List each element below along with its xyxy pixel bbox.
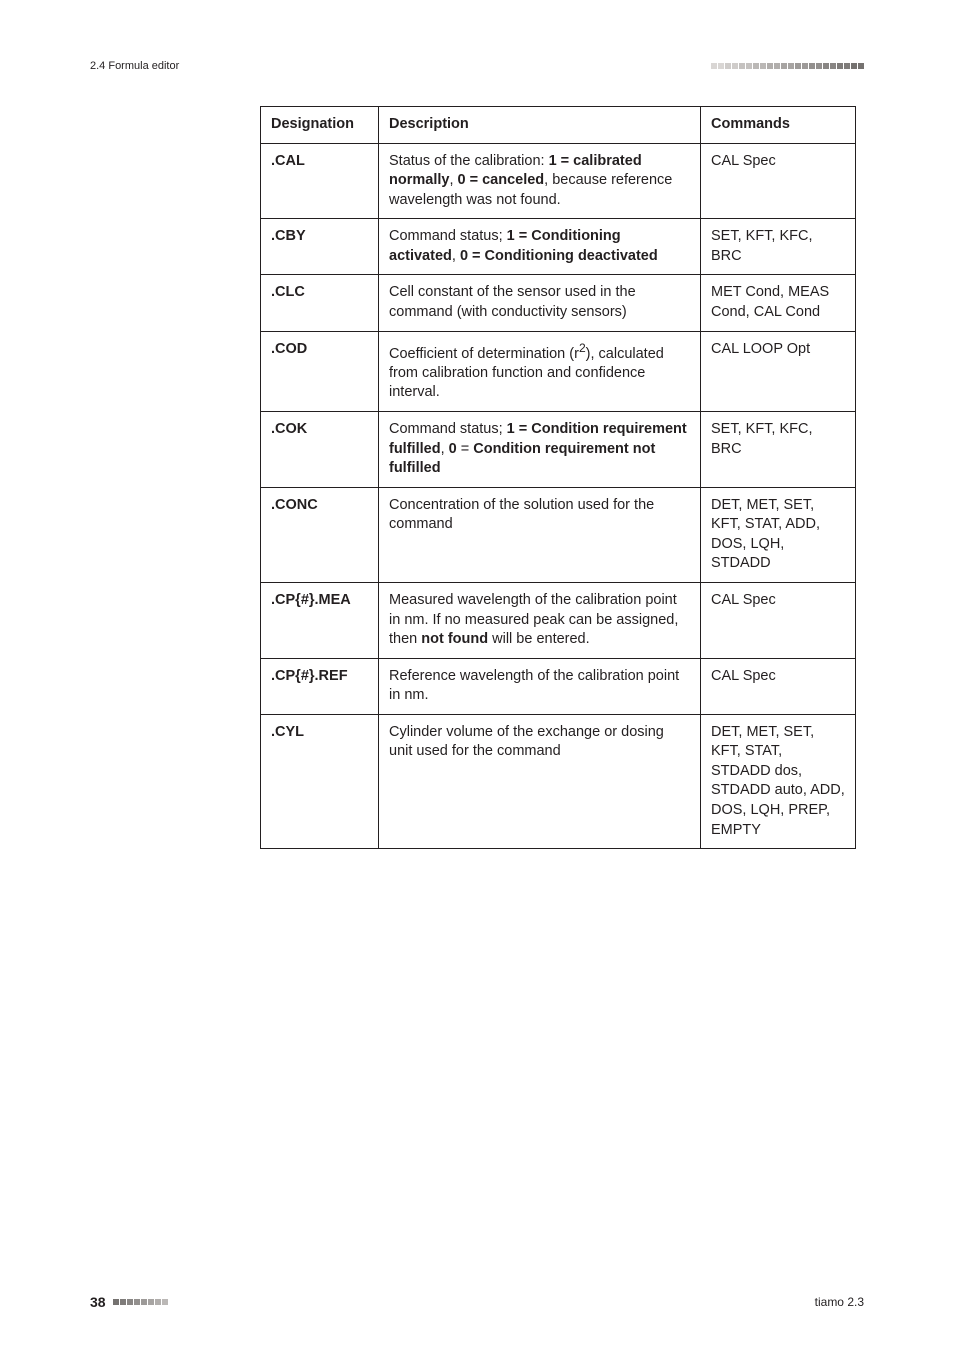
decor-square — [162, 1299, 168, 1305]
decor-square — [753, 63, 759, 69]
cell-commands: SET, KFT, KFC, BRC — [701, 219, 856, 275]
cell-commands: DET, MET, SET, KFT, STAT, STDADD dos, ST… — [701, 714, 856, 848]
decor-square — [141, 1299, 147, 1305]
decor-square — [851, 63, 857, 69]
footer-squares — [112, 1299, 168, 1305]
decor-square — [837, 63, 843, 69]
decor-square — [788, 63, 794, 69]
decor-square — [858, 63, 864, 69]
cell-designation: .COD — [261, 331, 379, 412]
decor-square — [134, 1299, 140, 1305]
footer-product: tiamo 2.3 — [815, 1295, 864, 1309]
col-header-commands: Commands — [701, 107, 856, 144]
col-header-designation: Designation — [261, 107, 379, 144]
decor-square — [781, 63, 787, 69]
cell-description: Command status; 1 = Conditioning activat… — [379, 219, 701, 275]
cell-description: Coefficient of determination (r2), calcu… — [379, 331, 701, 412]
cell-description: Reference wavelength of the calibration … — [379, 658, 701, 714]
table-row: .CP{#}.REFReference wavelength of the ca… — [261, 658, 856, 714]
cell-description: Status of the calibration: 1 = calibrate… — [379, 143, 701, 219]
table-row: .CP{#}.MEAMeasured wavelength of the cal… — [261, 582, 856, 658]
cell-commands: CAL Spec — [701, 658, 856, 714]
decor-square — [148, 1299, 154, 1305]
decor-square — [774, 63, 780, 69]
decor-square — [127, 1299, 133, 1305]
cell-designation: .CP{#}.REF — [261, 658, 379, 714]
decor-square — [725, 63, 731, 69]
decor-square — [809, 63, 815, 69]
decor-square — [732, 63, 738, 69]
cell-description: Measured wavelength of the calibration p… — [379, 582, 701, 658]
decor-square — [718, 63, 724, 69]
table-body: .CALStatus of the calibration: 1 = calib… — [261, 143, 856, 849]
table-row: .CODCoefficient of determination (r2), c… — [261, 331, 856, 412]
cell-description: Cylinder volume of the exchange or dosin… — [379, 714, 701, 848]
table-row: .CALStatus of the calibration: 1 = calib… — [261, 143, 856, 219]
decor-square — [830, 63, 836, 69]
cell-commands: CAL LOOP Opt — [701, 331, 856, 412]
decor-square — [795, 63, 801, 69]
decor-square — [802, 63, 808, 69]
col-header-description: Description — [379, 107, 701, 144]
table-header-row: Designation Description Commands — [261, 107, 856, 144]
cell-designation: .CAL — [261, 143, 379, 219]
decor-square — [113, 1299, 119, 1305]
cell-commands: CAL Spec — [701, 143, 856, 219]
cell-designation: .COK — [261, 412, 379, 488]
cell-designation: .CBY — [261, 219, 379, 275]
decor-square — [746, 63, 752, 69]
cell-designation: .CONC — [261, 487, 379, 582]
table-row: .COKCommand status; 1 = Condition requir… — [261, 412, 856, 488]
decor-square — [711, 63, 717, 69]
table-row: .CBYCommand status; 1 = Conditioning act… — [261, 219, 856, 275]
table-row: .CYLCylinder volume of the exchange or d… — [261, 714, 856, 848]
page-footer: 38 tiamo 2.3 — [90, 1294, 864, 1310]
cell-designation: .CLC — [261, 275, 379, 331]
decor-square — [739, 63, 745, 69]
table-row: .CLCCell constant of the sensor used in … — [261, 275, 856, 331]
command-variables-table: Designation Description Commands .CALSta… — [260, 106, 856, 849]
cell-description: Cell constant of the sensor used in the … — [379, 275, 701, 331]
decor-square — [155, 1299, 161, 1305]
header-section-title: 2.4 Formula editor — [90, 60, 179, 72]
decor-square — [767, 63, 773, 69]
decor-square — [120, 1299, 126, 1305]
cell-designation: .CYL — [261, 714, 379, 848]
cell-commands: SET, KFT, KFC, BRC — [701, 412, 856, 488]
table-row: .CONCConcentration of the solution used … — [261, 487, 856, 582]
cell-description: Command status; 1 = Condition requiremen… — [379, 412, 701, 488]
cell-commands: MET Cond, MEAS Cond, CAL Cond — [701, 275, 856, 331]
footer-left: 38 — [90, 1294, 168, 1310]
decor-square — [760, 63, 766, 69]
cell-description: Concentration of the solution used for t… — [379, 487, 701, 582]
content-area: Designation Description Commands .CALSta… — [260, 106, 864, 849]
header-squares — [710, 63, 864, 69]
cell-commands: CAL Spec — [701, 582, 856, 658]
header-decoration — [710, 63, 864, 69]
decor-square — [816, 63, 822, 69]
decor-square — [823, 63, 829, 69]
cell-designation: .CP{#}.MEA — [261, 582, 379, 658]
cell-commands: DET, MET, SET, KFT, STAT, ADD, DOS, LQH,… — [701, 487, 856, 582]
page-number: 38 — [90, 1294, 106, 1310]
page-header: 2.4 Formula editor — [90, 60, 864, 72]
decor-square — [844, 63, 850, 69]
